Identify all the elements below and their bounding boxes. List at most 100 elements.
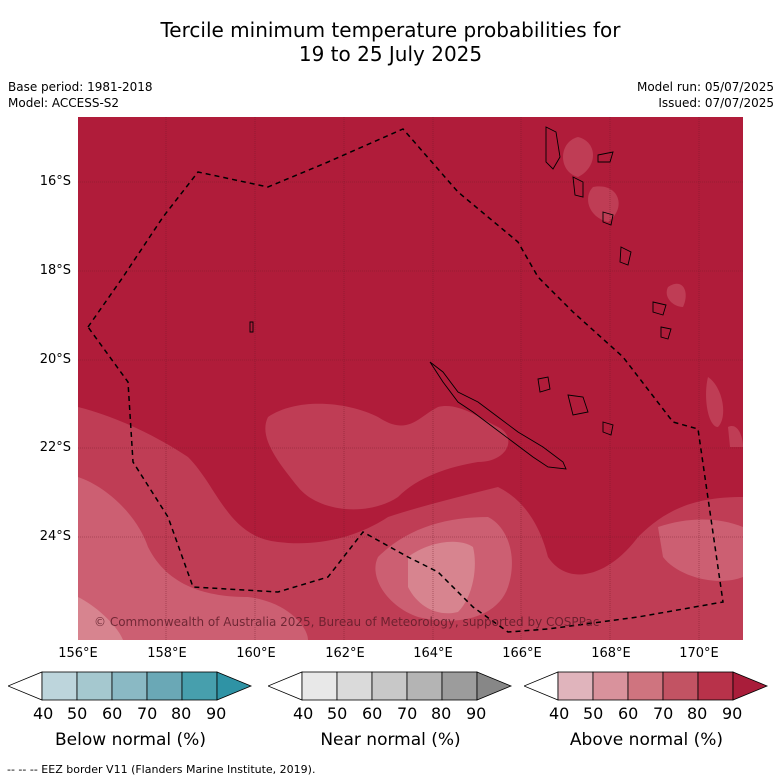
loyalty-island-2	[567, 394, 589, 416]
colorbar-below-swatch-50	[76, 671, 113, 701]
region-above-70-ne	[666, 283, 686, 307]
lon-label-158: 158°E	[147, 646, 187, 661]
colorbar-below-tick-60: 60	[102, 704, 123, 723]
eez-border	[87, 128, 724, 633]
lat-label-16: 16°S	[39, 174, 71, 189]
colorbar-below-low-arrow	[6, 671, 43, 701]
title-line-1: Tercile minimum temperature probabilitie…	[160, 18, 621, 42]
colorbar-above-low-arrow	[522, 671, 559, 701]
colorbar-near-tick-50: 50	[327, 704, 348, 723]
map-svg: © Commonwealth of Australia 2025, Bureau…	[78, 117, 743, 640]
colorbar-below-tick-70: 70	[137, 704, 158, 723]
lat-label-22: 22°S	[39, 440, 71, 455]
colorbar-near-normal	[266, 670, 513, 760]
colorbar-above-swatch-70	[662, 671, 699, 701]
coastlines	[249, 126, 672, 470]
region-above-70-mid	[265, 403, 509, 510]
lon-label-164: 164°E	[413, 646, 453, 661]
colorbar-near-tick-40: 40	[293, 704, 314, 723]
colorbar-below-normal	[6, 670, 253, 760]
issued-text: Issued: 07/07/2025	[658, 96, 774, 110]
base-period-text: Base period: 1981-2018	[8, 80, 153, 94]
lon-label-156: 156°E	[58, 646, 98, 661]
colorbar-below-svg	[6, 671, 253, 701]
region-above-70-e2	[728, 426, 743, 447]
vanuatu-south-2	[652, 301, 667, 316]
colorbar-near-swatch-50	[336, 671, 373, 701]
lat-label-18: 18°S	[39, 263, 71, 278]
region-above-60	[78, 477, 308, 640]
colorbar-near-swatch-70	[406, 671, 443, 701]
colorbar-near-svg	[266, 671, 513, 701]
colorbar-below-swatch-60	[111, 671, 148, 701]
colorbar-near-tick-70: 70	[397, 704, 418, 723]
colorbar-above-high-arrow	[732, 671, 769, 701]
colorbar-near-high-arrow	[476, 671, 513, 701]
eez-legend-footer: -- -- -- EEZ border V11 (Flanders Marine…	[7, 763, 316, 776]
meta-left: Base period: 1981-2018 Model: ACCESS-S2	[8, 79, 153, 111]
colorbar-above-tick-40: 40	[549, 704, 570, 723]
lon-label-170: 170°E	[679, 646, 719, 661]
lon-label-166: 166°E	[502, 646, 542, 661]
colorbar-below-high-arrow	[216, 671, 253, 701]
colorbar-near-title: Near normal (%)	[320, 730, 461, 750]
colorbar-below-tick-50: 50	[67, 704, 88, 723]
colorbar-below-tick-80: 80	[171, 704, 192, 723]
model-run-text: Model run: 05/07/2025	[636, 80, 774, 94]
colorbar-near-low-arrow	[266, 671, 303, 701]
colorbar-below-tick-40: 40	[33, 704, 54, 723]
colorbar-below-title: Below normal (%)	[55, 730, 206, 750]
colorbar-above-tick-90: 90	[722, 704, 743, 723]
colorbar-above-tick-50: 50	[583, 704, 604, 723]
region-above-70	[78, 407, 743, 640]
colorbar-above-tick-70: 70	[653, 704, 674, 723]
colorbar-above-swatch-40	[557, 671, 594, 701]
loyalty-island-1	[537, 376, 551, 393]
colorbar-above-swatch-80	[697, 671, 734, 701]
colorbar-above-svg	[522, 671, 769, 701]
vanuatu-south-3	[660, 326, 672, 340]
region-above-70-east	[706, 377, 724, 427]
lon-label-162: 162°E	[325, 646, 365, 661]
colorbar-near-swatch-80	[441, 671, 478, 701]
colorbar-near-tick-90: 90	[466, 704, 487, 723]
vanuatu-south-1	[619, 246, 632, 266]
colorbar-near-tick-80: 80	[431, 704, 452, 723]
meta-right: Model run: 05/07/2025 Issued: 07/07/2025	[637, 79, 774, 111]
region-above-50-west	[78, 597, 123, 640]
new-caledonia-coast	[429, 361, 567, 470]
colorbar-above-title: Above normal (%)	[569, 730, 724, 750]
vanuatu-espiritu-santo	[545, 126, 561, 170]
colorbar-below-swatch-40	[41, 671, 78, 701]
vanuatu-efate	[602, 211, 614, 226]
lat-label-20: 20°S	[39, 352, 71, 367]
lat-label-24: 24°S	[39, 529, 71, 544]
model-text: Model: ACCESS-S2	[8, 96, 120, 110]
loyalty-island-3	[602, 421, 614, 436]
lon-label-168: 168°E	[591, 646, 631, 661]
colorbar-near-swatch-60	[371, 671, 408, 701]
map-panel: © Commonwealth of Australia 2025, Bureau…	[78, 117, 743, 640]
colorbar-above-tick-80: 80	[687, 704, 708, 723]
colorbar-below-swatch-80	[181, 671, 218, 701]
colorbar-above-tick-60: 60	[618, 704, 639, 723]
region-above-60-east	[658, 519, 743, 581]
title-line-2: 19 to 25 July 2025	[298, 42, 483, 66]
colorbar-above-swatch-50	[592, 671, 629, 701]
colorbar-near-tick-60: 60	[362, 704, 383, 723]
vanuatu-malekula	[572, 176, 584, 198]
copyright-text: © Commonwealth of Australia 2025, Bureau…	[94, 615, 599, 629]
small-island-west	[249, 321, 254, 333]
region-above-70-north	[563, 137, 593, 177]
colorbar-above-swatch-60	[627, 671, 664, 701]
region-above-50	[408, 541, 475, 614]
graticule	[78, 117, 743, 640]
colorbar-near-swatch-40	[301, 671, 338, 701]
colorbar-below-swatch-70	[146, 671, 183, 701]
map-title: Tercile minimum temperature probabilitie…	[0, 18, 781, 66]
colorbar-below-tick-90: 90	[206, 704, 227, 723]
region-above-70-vanuatu	[588, 186, 619, 222]
lon-label-160: 160°E	[236, 646, 276, 661]
vanuatu-island-north	[597, 151, 614, 163]
colorbar-above-normal	[522, 670, 769, 760]
